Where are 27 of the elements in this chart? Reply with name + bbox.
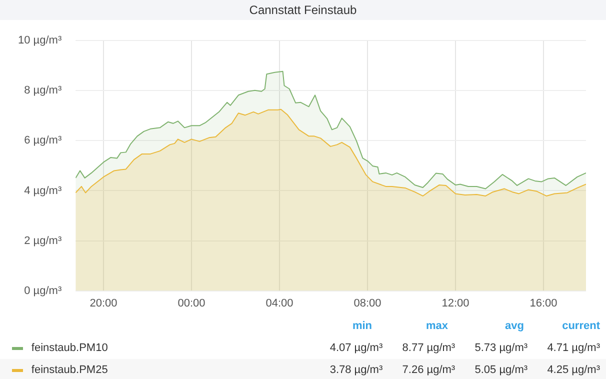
x-tick-label: 08:00 <box>354 297 382 310</box>
text: 3.78 µg/m³ <box>328 364 383 376</box>
x-tick-label: 16:00 <box>530 297 558 310</box>
text: 8.77 µg/m³ <box>401 342 456 354</box>
text: 5.05 µg/m³ <box>474 364 528 376</box>
x-tick-label: 20:00 <box>90 297 118 310</box>
y-tick-label: 6 µg/m³ <box>24 134 62 147</box>
text: 7.26 µg/m³ <box>401 364 456 376</box>
y-tick-label: 10 µg/m³ <box>18 34 62 47</box>
text: current <box>561 320 600 332</box>
legend-label: feinstaub.PM25 <box>31 364 109 376</box>
text: avg <box>504 320 524 332</box>
legend-label: feinstaub.PM10 <box>31 342 109 354</box>
y-tick-label: 4 µg/m³ <box>24 184 62 197</box>
chart-title: Cannstatt Feinstaub <box>0 0 606 20</box>
text: 4.71 µg/m³ <box>546 342 600 354</box>
x-tick-label: 12:00 <box>442 297 470 310</box>
text: min <box>351 320 372 332</box>
text: 5.73 µg/m³ <box>474 342 528 354</box>
text: 4.25 µg/m³ <box>546 364 600 376</box>
text: 4.07 µg/m³ <box>328 342 383 354</box>
y-tick-label: 0 µg/m³ <box>24 284 62 297</box>
text: max <box>424 320 448 332</box>
x-tick-label: 00:00 <box>178 297 206 310</box>
x-tick-label: 04:00 <box>266 297 294 310</box>
y-tick-label: 8 µg/m³ <box>24 84 62 97</box>
y-tick-label: 2 µg/m³ <box>24 234 62 247</box>
